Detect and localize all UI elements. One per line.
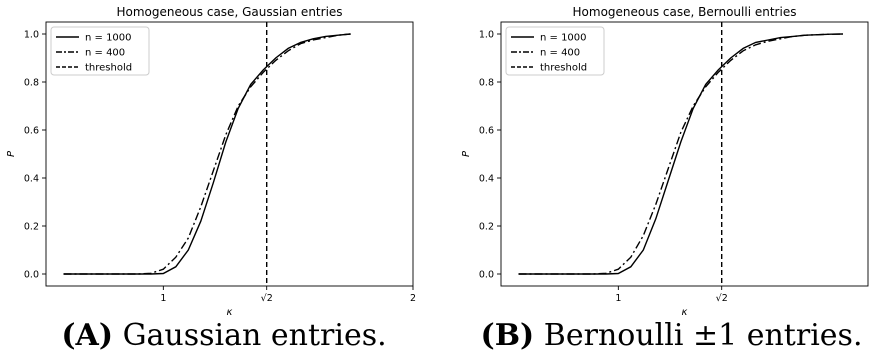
y-tick-label: 0.4 bbox=[24, 174, 39, 185]
series-line-n400 bbox=[63, 33, 351, 275]
chart-panel-bernoulli: Homogeneous case, Bernoulli entries 0.0 0.… bbox=[461, 5, 869, 316]
y-tick-label: 0.4 bbox=[479, 174, 494, 185]
y-axis-label: P bbox=[461, 150, 472, 157]
plot-frame bbox=[500, 21, 869, 287]
caption-text: Gaussian entries. bbox=[122, 318, 387, 353]
series-line-n1000 bbox=[63, 33, 351, 275]
y-tick-label: 1.0 bbox=[24, 30, 39, 41]
y-tick-label: 0.0 bbox=[24, 270, 39, 281]
x-tick-label: 2 bbox=[410, 293, 416, 304]
legend-entry: threshold bbox=[540, 63, 587, 74]
x-tick-label: √2 bbox=[716, 293, 728, 304]
chart-title: Homogeneous case, Gaussian entries bbox=[116, 5, 342, 19]
caption-tag: (B) bbox=[480, 318, 535, 353]
plot-frame bbox=[45, 21, 414, 287]
chart-panel-gaussian: Homogeneous case, Gaussian entries 0.0 0.2… bbox=[6, 5, 416, 316]
y-axis-label: P bbox=[6, 150, 17, 157]
legend-entry: threshold bbox=[85, 63, 132, 74]
legend-entry: n = 400 bbox=[85, 48, 125, 59]
legend-entry: n = 400 bbox=[540, 48, 580, 59]
chart-title: Homogeneous case, Bernoulli entries bbox=[573, 5, 797, 19]
legend: n = 1000 n = 400 threshold bbox=[505, 26, 605, 76]
y-tick-label: 0.2 bbox=[479, 222, 494, 233]
legend-box bbox=[505, 26, 605, 76]
caption-bernoulli: (B) Bernoulli ±1 entries. bbox=[450, 316, 893, 356]
series-line-n400 bbox=[518, 33, 844, 275]
x-tick-label: 1 bbox=[615, 293, 621, 304]
x-tick-label: 1 bbox=[160, 293, 166, 304]
y-tick-label: 0.6 bbox=[479, 126, 494, 137]
x-axis-label: κ bbox=[227, 307, 233, 316]
y-tick-label: 0.8 bbox=[479, 78, 494, 89]
legend-entry: n = 1000 bbox=[540, 33, 587, 44]
caption-text: Bernoulli ±1 entries. bbox=[543, 318, 863, 353]
x-tick-label: √2 bbox=[261, 293, 273, 304]
legend: n = 1000 n = 400 threshold bbox=[50, 26, 150, 76]
legend-entry: n = 1000 bbox=[85, 33, 132, 44]
y-tick-label: 0.8 bbox=[24, 78, 39, 89]
y-tick-label: 1.0 bbox=[479, 30, 494, 41]
y-tick-label: 0.0 bbox=[479, 270, 494, 281]
caption-gaussian: (A) Gaussian entries. bbox=[0, 316, 448, 356]
legend-box bbox=[50, 26, 150, 76]
caption-tag: (A) bbox=[61, 318, 114, 353]
y-tick-label: 0.6 bbox=[24, 126, 39, 137]
x-axis-label: κ bbox=[682, 307, 688, 316]
y-tick-label: 0.2 bbox=[24, 222, 39, 233]
